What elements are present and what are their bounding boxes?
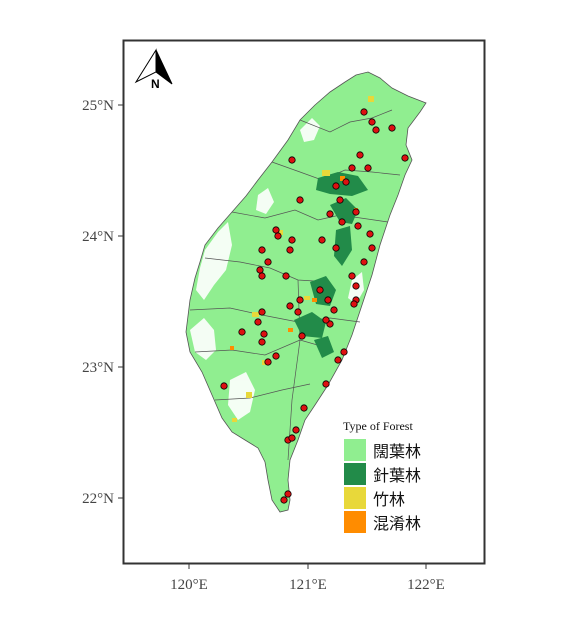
site-marker [258, 272, 266, 280]
site-marker [318, 236, 326, 244]
north-arrow-label: N [151, 77, 160, 91]
site-marker [368, 118, 376, 126]
site-marker [264, 358, 272, 366]
site-marker [322, 316, 330, 324]
site-marker [348, 272, 356, 280]
site-marker [272, 352, 280, 360]
site-marker [280, 496, 288, 504]
site-marker [238, 328, 246, 336]
north-arrow-icon: N [134, 48, 173, 91]
site-marker [338, 218, 346, 226]
site-marker [274, 232, 282, 240]
legend-title: Type of Forest [343, 419, 413, 433]
site-marker [332, 244, 340, 252]
site-marker [360, 258, 368, 266]
site-marker [286, 302, 294, 310]
site-marker [264, 258, 272, 266]
site-marker [348, 164, 356, 172]
site-marker [350, 300, 358, 308]
site-marker [360, 108, 368, 116]
site-marker [388, 124, 396, 132]
site-marker [254, 318, 262, 326]
lat-label-23: 23°N [82, 360, 114, 376]
site-marker [298, 332, 306, 340]
site-marker [324, 296, 332, 304]
site-marker [401, 154, 409, 162]
site-marker [272, 226, 280, 234]
legend-swatch-bamboo [344, 487, 366, 509]
site-marker [316, 286, 324, 294]
legend-swatch-broadleaf [344, 439, 366, 461]
lon-label-122: 122°E [407, 577, 445, 593]
site-marker [258, 338, 266, 346]
legend-swatch-conifer [344, 463, 366, 485]
site-marker [288, 236, 296, 244]
site-marker [220, 382, 228, 390]
site-marker [340, 348, 348, 356]
site-marker [326, 210, 334, 218]
lat-label-24: 24°N [82, 229, 114, 245]
site-marker [342, 178, 350, 186]
site-marker [366, 230, 374, 238]
legend: Type of Forest 闊葉林 針葉林 竹林 混淆林 [343, 419, 421, 533]
legend-swatch-mixed [344, 511, 366, 533]
site-marker [258, 308, 266, 316]
site-marker [332, 182, 340, 190]
axis-ticks [118, 104, 427, 569]
lon-label-121: 121°E [289, 577, 327, 593]
site-marker [322, 380, 330, 388]
sample-sites [220, 108, 409, 504]
site-marker [256, 266, 264, 274]
legend-label-bamboo: 竹林 [373, 490, 405, 509]
lat-label-22: 22°N [82, 491, 114, 507]
site-marker [282, 272, 290, 280]
site-marker [334, 356, 342, 364]
lat-label-25: 25°N [82, 98, 114, 114]
site-marker [368, 244, 376, 252]
site-marker [364, 164, 372, 172]
site-marker [292, 426, 300, 434]
site-marker [294, 308, 302, 316]
legend-label-broadleaf: 闊葉林 [373, 442, 421, 461]
site-marker [284, 490, 292, 498]
site-marker [258, 246, 266, 254]
legend-label-conifer: 針葉林 [373, 466, 421, 485]
site-marker [296, 296, 304, 304]
legend-label-mixed: 混淆林 [373, 514, 421, 533]
site-marker [296, 196, 304, 204]
site-marker [352, 282, 360, 290]
lon-label-120: 120°E [170, 577, 208, 593]
site-marker [336, 196, 344, 204]
site-marker [288, 434, 296, 442]
site-marker [288, 156, 296, 164]
site-marker [372, 126, 380, 134]
site-marker [286, 246, 294, 254]
site-marker [356, 151, 364, 159]
site-marker [300, 404, 308, 412]
site-marker [330, 306, 338, 314]
site-marker [354, 222, 362, 230]
site-marker [352, 208, 360, 216]
site-marker [260, 330, 268, 338]
